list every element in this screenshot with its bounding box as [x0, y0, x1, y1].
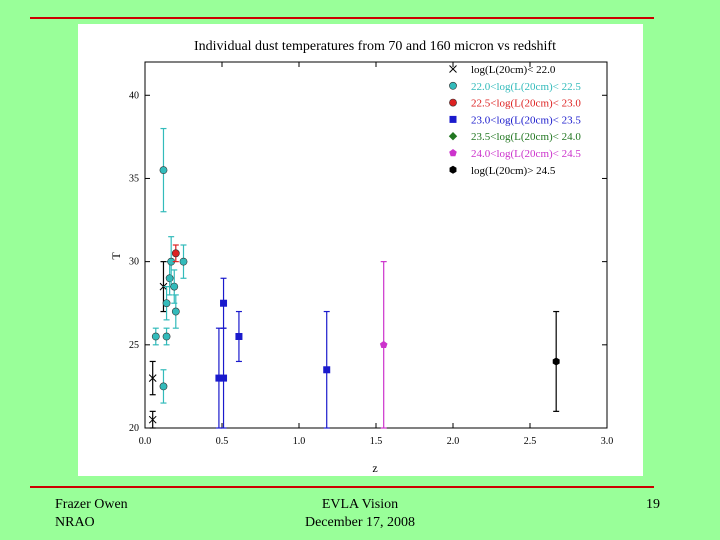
footer-date: December 17, 2008	[304, 515, 416, 530]
x-tick-label: 2.0	[447, 436, 460, 447]
footer-institution: NRAO	[55, 515, 95, 530]
x-axis-label: z	[372, 461, 377, 475]
series-5	[379, 261, 388, 429]
bottom-rule	[30, 486, 654, 488]
data-point-stroke	[159, 282, 168, 291]
chart-title: Individual dust temperatures from 70 and…	[194, 39, 556, 54]
y-tick-label: 35	[129, 173, 139, 184]
data-point	[159, 166, 168, 175]
y-axis-label: T	[109, 252, 123, 260]
data-point	[162, 332, 171, 341]
footer-author-block: Frazer Owen NRAO	[55, 496, 128, 532]
data-point	[235, 333, 243, 340]
data-point	[171, 249, 180, 258]
data-point	[215, 374, 223, 382]
data-point	[323, 366, 331, 374]
chart-svg: Individual dust temperatures from 70 and…	[109, 39, 614, 475]
footer-talk-block: EVLA Vision December 17, 2008	[290, 496, 430, 532]
legend-label: log(L(20cm)> 24.5	[471, 165, 556, 177]
legend-marker	[449, 81, 457, 90]
y-axis: 20 25 30 35 40	[129, 90, 607, 434]
top-rule	[30, 17, 654, 19]
data-point	[162, 299, 171, 308]
data-point	[159, 282, 168, 291]
legend-label: 24.0<log(L(20cm)< 24.5	[471, 148, 581, 160]
data-point	[148, 415, 157, 424]
data-point	[171, 307, 180, 316]
series-3	[215, 277, 331, 429]
x-tick-label: 3.0	[601, 436, 614, 447]
data-series	[148, 127, 560, 429]
data-point	[170, 282, 179, 291]
footer-page-number: 19	[646, 497, 660, 512]
data-point	[220, 299, 228, 307]
legend-label: 23.0<log(L(20cm)< 23.5	[471, 114, 581, 126]
data-point-stroke	[148, 374, 157, 382]
legend-marker	[449, 165, 457, 174]
legend: log(L(20cm)< 22.0 22.0<log(L(20cm)< 22.5 2…	[448, 64, 581, 177]
footer-talk-title: EVLA Vision	[321, 497, 399, 512]
legend-label: 22.0<log(L(20cm)< 22.5	[471, 81, 581, 93]
legend-marker	[449, 98, 457, 107]
y-tick-label: 30	[129, 257, 139, 268]
series-1	[151, 127, 188, 404]
legend-marker-stroke	[449, 65, 457, 73]
data-point	[379, 340, 388, 349]
legend-marker	[449, 65, 457, 73]
data-point	[151, 332, 160, 341]
y-tick-label: 20	[129, 423, 139, 434]
legend-label: 22.5<log(L(20cm)< 23.0	[471, 98, 581, 110]
footer-author: Frazer Owen	[55, 497, 128, 512]
data-point	[179, 257, 188, 266]
chart-panel: Individual dust temperatures from 70 and…	[78, 24, 643, 476]
data-point	[220, 374, 228, 382]
x-tick-label: 1.5	[370, 436, 383, 447]
series-2	[171, 244, 180, 263]
data-point	[165, 274, 174, 283]
x-tick-label: 2.5	[524, 436, 537, 447]
legend-marker	[449, 115, 457, 123]
legend-marker	[449, 149, 457, 157]
x-tick-label: 1.0	[293, 436, 306, 447]
data-point	[148, 374, 157, 382]
data-point	[159, 382, 168, 391]
x-tick-label: 0.5	[216, 436, 229, 447]
data-point	[552, 357, 560, 366]
y-tick-label: 25	[129, 340, 139, 351]
legend-label: log(L(20cm)< 22.0	[471, 64, 556, 76]
series-6	[552, 310, 560, 412]
legend-label: 23.5<log(L(20cm)< 24.0	[471, 131, 581, 143]
legend-marker	[448, 132, 458, 141]
x-axis: 0.0 0.5 1.0 1.5 2.0 2.5 3.0	[139, 62, 614, 447]
data-point-stroke	[148, 415, 157, 424]
x-tick-label: 0.0	[139, 436, 152, 447]
y-tick-label: 40	[129, 90, 139, 101]
